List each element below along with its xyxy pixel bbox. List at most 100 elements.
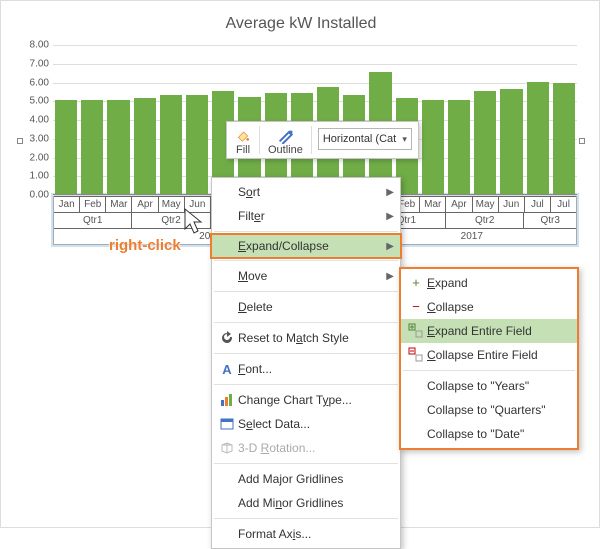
bar[interactable]: [422, 100, 444, 194]
x-axis-label[interactable]: Mar: [420, 196, 446, 212]
submenu-item-expand[interactable]: +Expand: [401, 271, 577, 295]
bar[interactable]: [500, 89, 522, 194]
menu-item-label: Move: [238, 269, 386, 283]
fill-icon: [235, 126, 251, 144]
submenu-arrow-icon: ▶: [386, 271, 394, 282]
menu-item-sort[interactable]: Sort▶: [212, 180, 400, 204]
outline-label: Outline: [268, 144, 303, 156]
y-tick-label: 7.00: [19, 58, 49, 69]
x-axis-label[interactable]: Qtr1: [54, 212, 132, 228]
menu-item-add-major-gridlines[interactable]: Add Major Gridlines: [212, 467, 400, 491]
menu-item-font[interactable]: AFont...: [212, 357, 400, 381]
menu-separator: [214, 260, 398, 261]
submenu-arrow-icon: ▶: [386, 187, 394, 198]
context-menu: Sort▶Filter▶Expand/Collapse▶Move▶DeleteR…: [211, 177, 401, 549]
submenu-item-label: Expand: [427, 276, 571, 290]
x-axis-label[interactable]: Qtr2: [446, 212, 524, 228]
select-icon: [216, 416, 238, 433]
menu-item-format-axis[interactable]: Format Axis...: [212, 522, 400, 546]
y-tick-label: 2.00: [19, 152, 49, 163]
fill-button[interactable]: Fill: [227, 122, 259, 158]
submenu-item-label: Expand Entire Field: [427, 324, 571, 338]
bar[interactable]: [527, 82, 549, 195]
x-axis-label[interactable]: Feb: [80, 196, 106, 212]
chevron-down-icon: ▾: [402, 134, 407, 145]
menu-separator: [214, 291, 398, 292]
x-axis-label[interactable]: Jul: [551, 196, 576, 212]
menu-item-label: Font...: [238, 362, 394, 376]
submenu-arrow-icon: ▶: [386, 211, 394, 222]
menu-item-label: Select Data...: [238, 417, 394, 431]
menu-item-label: Format Axis...: [238, 527, 394, 541]
A-icon: A: [216, 362, 238, 377]
y-tick-label: 3.00: [19, 133, 49, 144]
bar[interactable]: [107, 100, 129, 194]
menu-item-filter[interactable]: Filter▶: [212, 204, 400, 228]
bar[interactable]: [474, 91, 496, 194]
menu-item-label: Expand/Collapse: [238, 239, 386, 253]
chart-plot: 0.001.002.003.004.005.006.007.008.00: [53, 45, 577, 195]
y-tick-label: 8.00: [19, 40, 49, 51]
outline-icon: [277, 126, 293, 144]
x-axis-label[interactable]: May: [473, 196, 499, 212]
separator: [311, 126, 312, 154]
submenu-item-label: Collapse Entire Field: [427, 348, 571, 362]
y-tick-label: 1.00: [19, 171, 49, 182]
resize-handle[interactable]: [579, 138, 585, 144]
fill-label: Fill: [236, 144, 250, 156]
menu-item-select-data[interactable]: Select Data...: [212, 412, 400, 436]
axis-type-combo[interactable]: Horizontal (Cat ▾: [318, 128, 412, 150]
submenu-item-collapse[interactable]: −Collapse: [401, 295, 577, 319]
menu-separator: [214, 384, 398, 385]
submenu-item-collapse-to-quarters[interactable]: Collapse to "Quarters": [401, 398, 577, 422]
menu-item-label: Reset to Match Style: [238, 331, 394, 345]
submenu-item-expand-entire-field[interactable]: Expand Entire Field: [401, 319, 577, 343]
x-axis-label[interactable]: Qtr3: [524, 212, 576, 228]
submenu-item-label: Collapse to "Date": [427, 427, 571, 441]
menu-separator: [214, 231, 398, 232]
y-tick-label: 6.00: [19, 77, 49, 88]
right-click-label: right-click: [109, 237, 181, 254]
menu-item-expand-collapse[interactable]: Expand/Collapse▶: [210, 233, 402, 259]
bar[interactable]: [55, 100, 77, 194]
chart-title: Average kW Installed: [21, 15, 581, 33]
menu-item-change-chart-type[interactable]: Change Chart Type...: [212, 388, 400, 412]
menu-separator: [403, 370, 575, 371]
expand-all-icon: [405, 323, 427, 340]
x-axis-label[interactable]: Jan: [54, 196, 80, 212]
menu-item-add-minor-gridlines[interactable]: Add Minor Gridlines: [212, 491, 400, 515]
expand-icon: +: [405, 275, 427, 291]
menu-item-reset-to-match-style[interactable]: Reset to Match Style: [212, 326, 400, 350]
menu-item-label: Change Chart Type...: [238, 393, 394, 407]
menu-item-label: Add Major Gridlines: [238, 472, 394, 486]
x-axis-label[interactable]: Mar: [106, 196, 132, 212]
bar[interactable]: [553, 83, 575, 194]
combo-text: Horizontal (Cat: [323, 133, 396, 145]
bar[interactable]: [186, 95, 208, 194]
bar[interactable]: [81, 100, 103, 194]
submenu-item-collapse-to-years[interactable]: Collapse to "Years": [401, 374, 577, 398]
menu-separator: [214, 322, 398, 323]
y-tick-label: 0.00: [19, 190, 49, 201]
bar[interactable]: [160, 95, 182, 194]
expand-collapse-submenu: +Expand−CollapseExpand Entire FieldColla…: [399, 267, 579, 450]
collapse-icon: −: [405, 299, 427, 315]
x-axis-label[interactable]: Apr: [132, 196, 158, 212]
y-tick-label: 4.00: [19, 115, 49, 126]
reset-icon: [216, 330, 238, 347]
x-axis-label[interactable]: Apr: [446, 196, 472, 212]
outline-button[interactable]: Outline: [260, 122, 311, 158]
bar[interactable]: [134, 98, 156, 194]
cursor-icon: [181, 207, 207, 237]
submenu-item-collapse-to-date[interactable]: Collapse to "Date": [401, 422, 577, 446]
menu-item-delete[interactable]: Delete: [212, 295, 400, 319]
resize-handle[interactable]: [17, 138, 23, 144]
bar[interactable]: [448, 100, 470, 194]
menu-item-move[interactable]: Move▶: [212, 264, 400, 288]
submenu-item-collapse-entire-field[interactable]: Collapse Entire Field: [401, 343, 577, 367]
bars: [53, 45, 577, 194]
cube-icon: [216, 440, 238, 457]
mini-toolbar: Fill Outline Horizontal (Cat ▾: [226, 121, 419, 159]
x-axis-label[interactable]: Jul: [525, 196, 551, 212]
x-axis-label[interactable]: Jun: [499, 196, 525, 212]
